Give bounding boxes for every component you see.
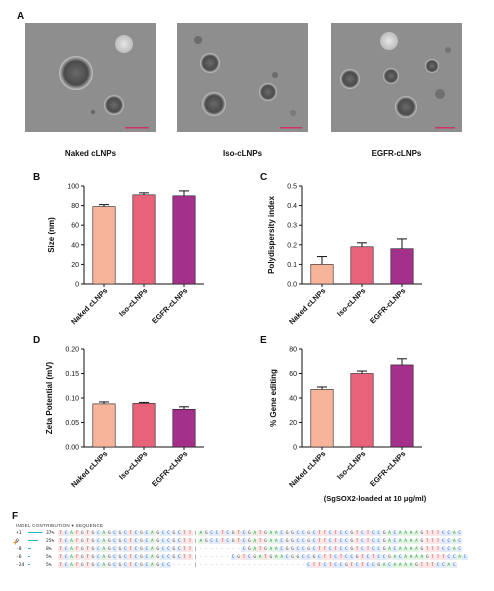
y-tick-label: 80 [289,347,297,354]
indel-value: -24 [16,563,25,568]
tem-label-egfr: EGFR-cLNPs [371,149,422,158]
bar-1 [350,246,374,285]
y-tick-label: 20 [71,262,79,269]
indel-value: -6 [16,555,22,560]
tem-image-iso [177,23,308,132]
y-tick-label: 40 [71,242,79,249]
tem-label-naked: Naked cLNPs [64,149,117,158]
bar-2 [172,408,196,448]
y-tick-label: 0.2 [287,242,297,249]
sequence-header: INDEL CONTRIBUTION ▾ SEQUENCE [16,523,104,528]
y-axis-label: Zeta Potential (mV) [45,361,54,434]
contribution-bar [28,556,46,557]
contribution-value: 8% [46,547,52,552]
panel-letter-d: D [33,335,41,346]
y-tick-label: 0.5 [287,184,297,191]
sequence-text: T C A T G T G C A G C G C T C G C A G C C G C T T | A G C C T C G T C G A T G A… [58,539,463,544]
tem-micrograph-iso [177,23,308,132]
contribution-value: 5% [46,555,52,560]
contribution-value: 37% [46,531,55,536]
y-tick-label: 60 [289,371,297,378]
tem-micrograph-egfr [331,23,462,132]
y-tick-label: 60 [71,223,79,230]
y-axis-label: % Gene editing [269,369,278,427]
tem-image-naked [25,23,156,132]
size-bar-chart: 0 20 40 60 80 100 Size (nm) Naked cLNPs Iso-cLNP… [47,184,204,326]
x-tick-label: Iso-cLNPs [117,286,149,318]
indel-value: -8 [16,547,22,552]
loading-note: (SgSOX2-loaded at 10 μg/ml) [323,494,427,503]
panel-letter-f: F [12,511,19,522]
contribution-bar [28,532,46,533]
x-tick-label: Naked cLNPs [287,286,327,326]
panel-letter-b: B [33,172,41,183]
sequence-row: -8 8% T C A T G T G C A G C G C T C G C A G C C G C T T | - - - - - - - - C G… [16,547,463,554]
bar-2 [390,248,414,285]
tem-label-iso: Iso-cLNPs [222,149,263,158]
contribution-value: 25% [46,539,55,544]
sequence-alignment: +1 37% T C A T G T G C A G C G C T C G C A G C C G C T T | A G C C T C G T C… [16,531,486,591]
sequence-text: T C A T G T G C A G C G C T C G C A G C C G C T T | - - - - - - C G T C G A T G… [58,555,468,560]
x-tick-label: EGFR-cLNPs [150,286,189,325]
contribution-bar [28,564,46,565]
y-tick-label: 80 [71,203,79,210]
y-tick-label: 0.05 [65,420,79,427]
tem-micrograph-naked [25,23,156,132]
y-tick-label: 40 [289,396,297,403]
sequence-row: +1 37% T C A T G T G C A G C G C T C G C A G C C G C T T | A G C C T C G T C… [16,531,463,538]
x-tick-label: EGFR-cLNPs [150,449,189,488]
y-tick-label: 0.10 [65,396,79,403]
y-tick-label: 0.15 [65,371,79,378]
bar-1 [350,373,374,448]
y-tick-label: 0.20 [65,347,79,354]
bar-0 [310,264,334,285]
x-tick-label: Naked cLNPs [69,286,109,326]
y-tick-label: 0 [293,445,297,452]
y-axis-label: Polydispersity index [267,196,276,274]
y-tick-label: 0.4 [287,203,297,210]
sequence-text: T C A T G T G C A G C G C T C G C A G C C - - - - | - - - - - - - - - - - - - -… [58,563,457,568]
sequence-row: -6 5% T C A T G T G C A G C G C T C G C A G C C G C T T | - - - - - - C G T C… [16,555,468,562]
sequence-text: T C A T G T G C A G C G C T C G C A G C C G C T T | A G C C T C G T C G A T G A… [58,531,463,536]
sequence-row: -24 5% T C A T G T G C A G C G C T C G C A G C C - - - - | - - - - - - - - -… [16,563,457,570]
panel-letter-e: E [260,335,267,346]
x-tick-label: EGFR-cLNPs [368,449,407,488]
indel-value: 0 [16,539,19,544]
bar-0 [310,389,334,448]
x-tick-label: Iso-cLNPs [117,449,149,481]
x-tick-label: Naked cLNPs [287,449,327,489]
y-tick-label: 0.3 [287,223,297,230]
bar-1 [132,194,156,285]
tem-image-egfr [331,23,462,132]
y-axis-label: Size (nm) [47,217,56,253]
y-tick-label: 100 [67,184,79,191]
y-tick-label: 0.1 [287,262,297,269]
y-tick-label: 0 [75,282,79,289]
bar-0 [92,403,116,448]
x-tick-label: EGFR-cLNPs [368,286,407,325]
pdi-bar-chart: 0.0 0.1 0.2 0.3 0.4 0.5 Polydispersity index Na… [267,184,422,326]
y-tick-label: 0.00 [65,445,79,452]
sequence-text: T C A T G T G C A G C G C T C G C A G C C G C T T | - - - - - - - - C G A T G A… [58,547,463,552]
sequence-row: 0 25% T C A T G T G C A G C G C T C G C A G C C G C T T | A G C C T C G T C G… [16,539,463,546]
zeta-bar-chart: 0.00 0.05 0.10 0.15 0.20 Zeta Potential (mV) N… [45,347,204,489]
bar-1 [132,403,156,448]
y-tick-label: 20 [289,420,297,427]
indel-value: +1 [16,531,22,536]
bar-2 [172,195,196,285]
bar-0 [92,206,116,285]
panel-letter-c: C [260,172,268,183]
x-tick-label: Iso-cLNPs [335,449,367,481]
y-tick-label: 0.0 [287,282,297,289]
contribution-value: 5% [46,563,52,568]
panel-letter-a: A [17,11,25,22]
gene-editing-bar-chart: 0 20 40 60 80 % Gene editing Naked cLNPs Iso-cL… [269,347,422,489]
bar-2 [390,364,414,448]
x-tick-label: Naked cLNPs [69,449,109,489]
contribution-bar [28,540,46,541]
marker-icon: + [13,538,18,547]
x-tick-label: Iso-cLNPs [335,286,367,318]
contribution-bar [28,548,46,549]
